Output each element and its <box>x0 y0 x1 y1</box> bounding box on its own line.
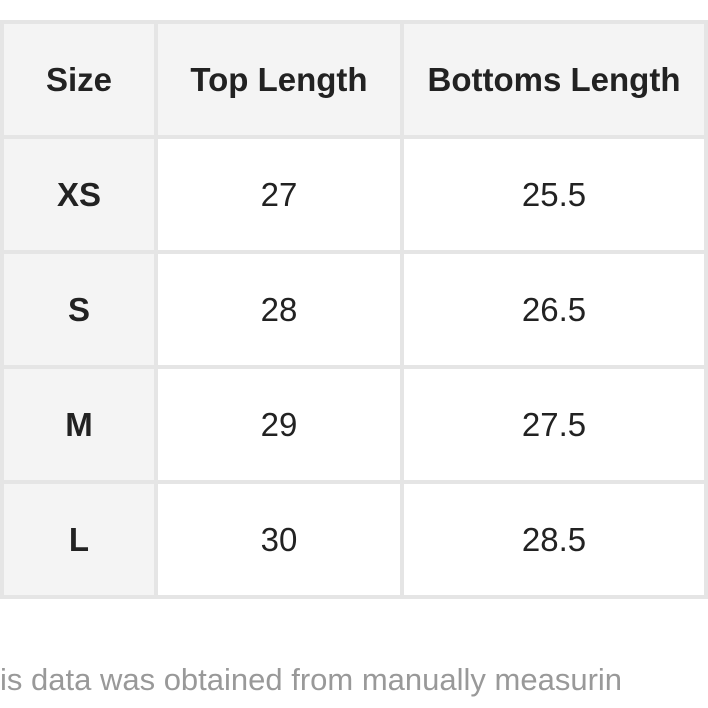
size-cell: M <box>0 365 158 484</box>
measurement-note: is data was obtained from manually measu… <box>0 662 623 697</box>
header-bottoms-length: Bottoms Length <box>400 20 708 139</box>
header-size: Size <box>0 20 158 139</box>
top-length-cell: 27 <box>154 135 404 254</box>
bottoms-length-cell: 27.5 <box>400 365 708 484</box>
top-length-cell: 29 <box>154 365 404 484</box>
table-row: XS 27 25.5 <box>0 135 708 254</box>
size-cell: S <box>0 250 158 369</box>
top-length-cell: 28 <box>154 250 404 369</box>
bottoms-length-cell: 28.5 <box>400 480 708 599</box>
size-chart-table: Size Top Length Bottoms Length XS 27 25.… <box>0 20 708 599</box>
header-row: Size Top Length Bottoms Length <box>0 20 708 139</box>
bottoms-length-cell: 26.5 <box>400 250 708 369</box>
table-row: L 30 28.5 <box>0 480 708 599</box>
size-cell: XS <box>0 135 158 254</box>
header-top-length: Top Length <box>154 20 404 139</box>
table-row: M 29 27.5 <box>0 365 708 484</box>
top-length-cell: 30 <box>154 480 404 599</box>
size-cell: L <box>0 480 158 599</box>
table-row: S 28 26.5 <box>0 250 708 369</box>
bottoms-length-cell: 25.5 <box>400 135 708 254</box>
